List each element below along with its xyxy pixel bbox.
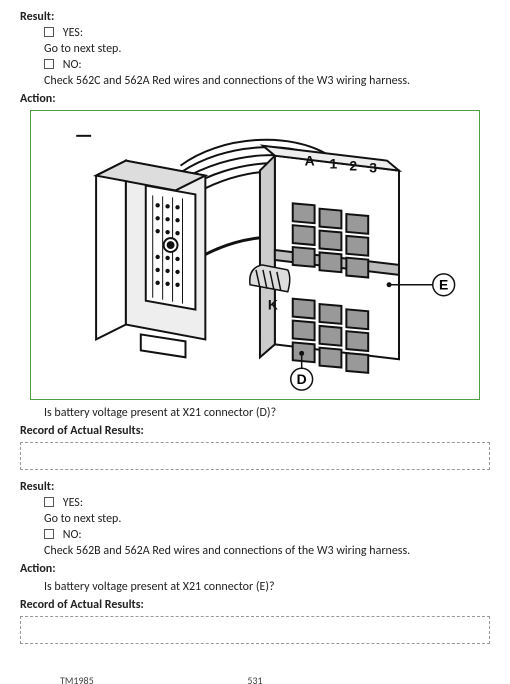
yes-option-1: YES: xyxy=(44,26,490,40)
callout-e: E xyxy=(439,277,448,293)
yes-action-2: Go to next step. xyxy=(44,512,490,526)
result-heading-1: Result: xyxy=(20,10,490,24)
record-box-2 xyxy=(20,616,490,644)
label-a: A xyxy=(305,153,315,169)
yes-label-2: YES: xyxy=(63,496,83,510)
checkbox-icon xyxy=(44,59,54,69)
action-heading-1: Action: xyxy=(20,92,490,106)
record-box-1 xyxy=(20,442,490,470)
action-heading-2: Action: xyxy=(20,562,490,576)
question-1: Is battery voltage present at X21 connec… xyxy=(44,406,490,420)
result-heading-2: Result: xyxy=(20,480,490,494)
no-action-1: Check 562C and 562A Red wires and connec… xyxy=(44,74,490,88)
yes-option-2: YES: xyxy=(44,496,490,510)
connector-figure: A 1 2 3 K E D xyxy=(30,110,480,400)
no-action-2: Check 562B and 562A Red wires and connec… xyxy=(44,544,490,558)
label-2: 2 xyxy=(349,158,357,174)
page-number: 531 xyxy=(247,674,262,684)
record-heading-1: Record of Actual Results: xyxy=(20,424,490,438)
no-option-2: NO: xyxy=(44,528,490,542)
no-label-2: NO: xyxy=(63,528,82,542)
yes-action-1: Go to next step. xyxy=(44,42,490,56)
doc-number: TM1985 xyxy=(60,674,94,684)
checkbox-icon xyxy=(44,27,54,37)
checkbox-icon xyxy=(44,497,54,507)
label-k: K xyxy=(268,297,278,313)
yes-label-1: YES: xyxy=(63,26,83,40)
record-heading-2: Record of Actual Results: xyxy=(20,598,490,612)
callout-d: D xyxy=(297,371,307,387)
no-option-1: NO: xyxy=(44,58,490,72)
checkbox-icon xyxy=(44,529,54,539)
label-3: 3 xyxy=(369,160,377,176)
question-2: Is battery voltage present at X21 connec… xyxy=(44,580,490,594)
label-1: 1 xyxy=(329,156,337,172)
no-label-1: NO: xyxy=(63,58,82,72)
